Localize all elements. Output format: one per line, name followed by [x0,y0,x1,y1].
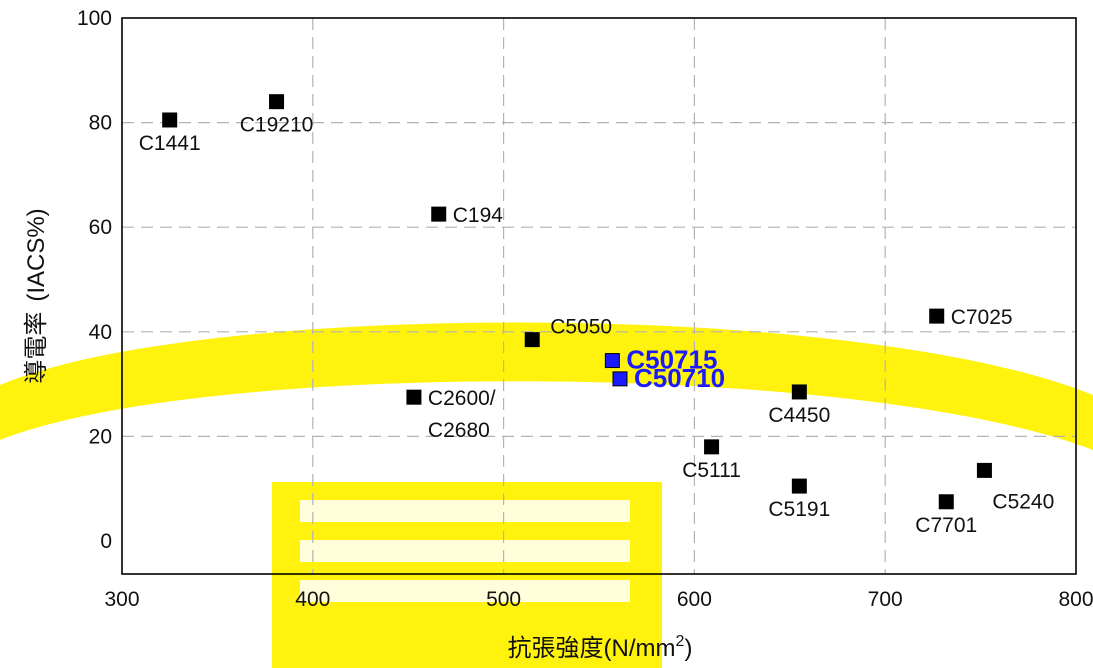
data-point-marker [976,462,992,478]
data-point-label-line: C2600/ [428,387,496,410]
data-point-label: C19210 [240,114,314,137]
data-point-marker [938,494,954,510]
data-point-label-line: C2680 [428,419,490,442]
x-tick-label: 300 [104,588,139,611]
x-axis-title-unit-open: (N/mm [604,635,676,662]
data-point-marker [929,308,945,324]
data-point-label: C5240 [992,490,1054,513]
y-axis-title-cjk: 導電率 [22,312,50,384]
x-tick-label: 600 [677,588,712,611]
data-point-label-line: C7025 [951,306,1013,329]
plot-area-frame [121,17,1077,575]
x-axis-title-unit-close: ) [684,635,692,662]
data-point-marker [791,384,807,400]
y-tick-label: 20 [89,425,112,448]
y-tick-label: 80 [89,112,112,135]
data-point-label: C4450 [768,404,830,427]
data-point-label-line: C5191 [768,498,830,521]
x-tick-label: 500 [486,588,521,611]
x-axis-title: 抗張強度(N/mm2) [508,633,693,662]
data-point-marker [612,371,628,387]
y-axis-title: 導電率 (IACS%) [22,208,50,383]
y-tick-label: 0 [100,530,112,553]
data-point-marker [431,206,447,222]
data-point-label-line: C7701 [915,514,977,537]
y-tick-label: 40 [89,321,112,344]
data-point-label-line: C50715 [626,345,717,375]
grid-lines [122,18,1076,574]
data-point-label: C50710 [634,363,725,393]
data-point-label-line: C5240 [992,490,1054,513]
data-point-label: C50715 [626,345,717,375]
x-tick-label: 700 [868,588,903,611]
y-tick-label: 100 [77,7,112,30]
data-point-label: C1441 [139,132,201,155]
x-axis-title-unit-sup: 2 [676,633,685,650]
data-point-label: C5111 [682,459,741,482]
x-axis-title-main: 抗張強度 [508,634,604,662]
data-point-label-line: C194 [453,204,504,227]
data-point-label: C194 [453,204,504,227]
data-point-label: C5050 [550,316,612,339]
data-point-label-line: C5050 [550,316,612,339]
x-tick-label: 800 [1058,588,1093,611]
data-point-label-line: C19210 [240,114,314,137]
y-tick-label: 60 [89,216,112,239]
data-point-label: C5191 [768,498,830,521]
data-points: C1441 C19210 C194 C5050 C2600/C2680 C50715C50… [139,94,1054,537]
data-point-marker [704,439,720,455]
data-point-marker [406,389,422,405]
data-point-marker [791,478,807,494]
data-point-marker [269,94,285,110]
x-tick-label: 400 [295,588,330,611]
data-point-label-line: C50710 [634,363,725,393]
data-point-label-line: C1441 [139,132,201,155]
data-point-label: C7025 [951,306,1013,329]
data-point-marker [524,332,540,348]
data-point-marker [604,353,620,369]
watermark-logo [0,322,1093,668]
data-point-label: C7701 [915,514,977,537]
y-axis-ticks: 0 20 40 60 80 100 [77,7,112,553]
data-point-label-line: C4450 [768,404,830,427]
x-axis-ticks: 300 400 500 600 700 800 [104,588,1093,611]
data-point-label-line: C5111 [682,459,741,482]
data-point-marker [162,112,178,128]
data-point-label: C2600/C2680 [428,387,496,442]
y-axis-title-unit: (IACS%) [23,208,50,301]
